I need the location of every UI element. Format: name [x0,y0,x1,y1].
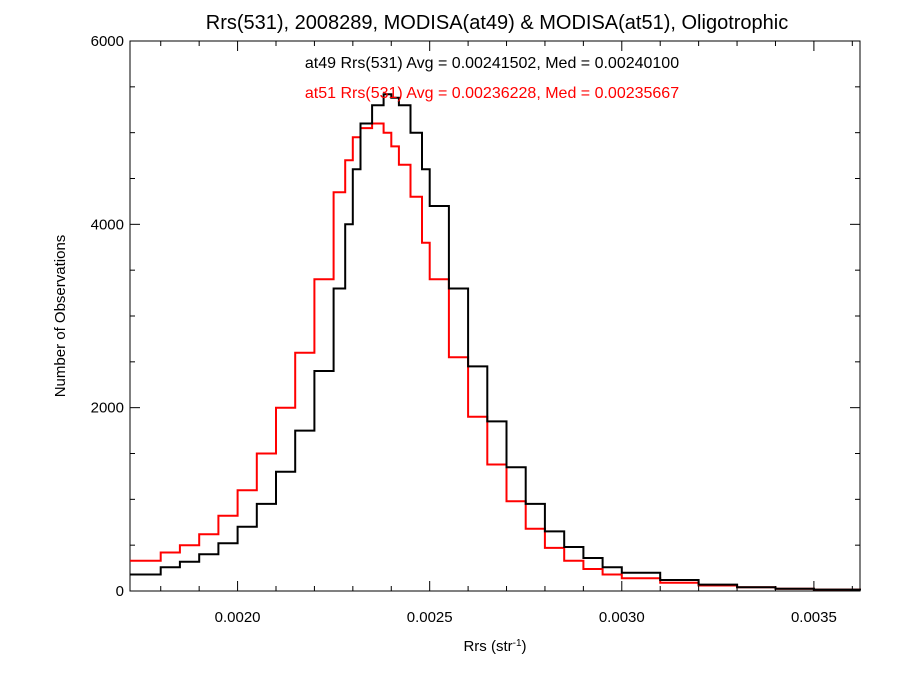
y-tick-label: 0 [116,583,124,600]
chart-title: Rrs(531), 2008289, MODISA(at49) & MODISA… [206,12,788,34]
plot-frame [129,40,861,592]
plot-area [129,40,861,592]
x-tick-label: 0.0020 [215,609,261,626]
axis-layer: 0.0020 0.0025 0.0030 0.0035 0 2000 4000 6000 [91,33,860,626]
annotation-at51: at51 Rrs(531) Avg = 0.00236228, Med = 0.… [305,85,679,102]
y-tick-label: 2000 [91,400,124,417]
annotation-at49: at49 Rrs(531) Avg = 0.00241502, Med = 0.… [305,55,679,72]
y-tick-label: 4000 [91,216,124,233]
x-tick-label: 0.0030 [599,609,645,626]
series-at49-line [130,93,861,591]
x-tick-label: 0.0035 [791,609,837,626]
series-layer [130,93,861,591]
y-tick-label: 6000 [91,33,124,50]
x-axis-label: Rrs (str-1) [463,638,526,656]
series-at51-line [130,122,861,591]
y-axis-label: Number of Observations [52,235,69,398]
x-tick-label: 0.0025 [407,609,453,626]
x-axis-label-superscript: -1 [513,638,522,649]
